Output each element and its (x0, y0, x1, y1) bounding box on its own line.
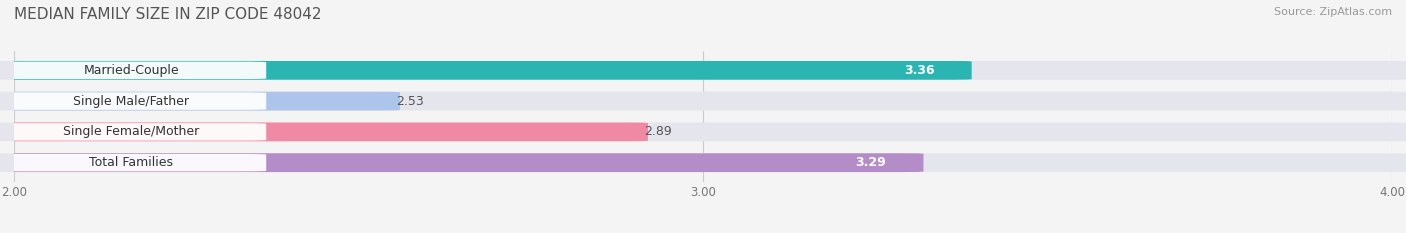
FancyBboxPatch shape (0, 62, 266, 79)
Text: MEDIAN FAMILY SIZE IN ZIP CODE 48042: MEDIAN FAMILY SIZE IN ZIP CODE 48042 (14, 7, 322, 22)
FancyBboxPatch shape (0, 93, 266, 110)
Text: Single Female/Mother: Single Female/Mother (63, 125, 200, 138)
Text: 2.53: 2.53 (395, 95, 423, 108)
FancyBboxPatch shape (0, 123, 648, 141)
Text: Total Families: Total Families (89, 156, 173, 169)
FancyBboxPatch shape (0, 92, 1406, 110)
Text: Source: ZipAtlas.com: Source: ZipAtlas.com (1274, 7, 1392, 17)
Text: 3.29: 3.29 (855, 156, 886, 169)
FancyBboxPatch shape (0, 61, 1406, 80)
FancyBboxPatch shape (0, 153, 924, 172)
FancyBboxPatch shape (0, 153, 1406, 172)
Text: 3.36: 3.36 (904, 64, 935, 77)
FancyBboxPatch shape (0, 92, 399, 110)
FancyBboxPatch shape (0, 61, 972, 80)
FancyBboxPatch shape (0, 154, 266, 171)
Text: Single Male/Father: Single Male/Father (73, 95, 190, 108)
FancyBboxPatch shape (0, 123, 266, 140)
Text: Married-Couple: Married-Couple (83, 64, 179, 77)
Text: 2.89: 2.89 (644, 125, 672, 138)
FancyBboxPatch shape (0, 123, 1406, 141)
